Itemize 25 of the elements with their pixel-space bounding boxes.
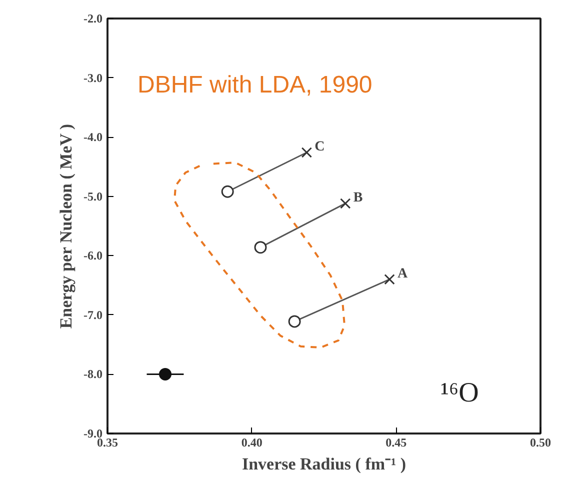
annotation: DBHF with LDA, 1990 — [138, 72, 372, 98]
point — [288, 315, 301, 328]
y-tick-label: -5.0 — [84, 189, 103, 204]
x-tick-label: 0.50 — [530, 436, 551, 450]
line-series — [173, 162, 346, 349]
x-tick-label: 0.40 — [241, 436, 262, 450]
y-tick-label: -7.0 — [84, 308, 103, 322]
point — [301, 147, 312, 158]
y-tick-label: -4.0 — [84, 130, 103, 144]
y-tick-label: -6.0 — [84, 248, 103, 263]
y-axis-title: Energy per Nucleon ( MeV ) — [56, 124, 76, 329]
y-tick-label: -8.0 — [84, 367, 103, 382]
point — [384, 274, 395, 285]
point — [340, 198, 351, 209]
x-tick-label: 0.45 — [386, 436, 407, 450]
x-axis-title: Inverse Radius ( fm⁻¹ ) — [242, 454, 406, 474]
series-label: B — [353, 190, 363, 206]
series-label: A — [398, 266, 409, 282]
point — [254, 241, 267, 254]
y-tick-label: -2.0 — [84, 12, 103, 26]
annotation: ¹⁶O — [440, 378, 479, 408]
point — [221, 185, 234, 198]
series-label: C — [314, 139, 325, 154]
y-tick-label: -3.0 — [84, 70, 103, 85]
point — [158, 368, 172, 380]
